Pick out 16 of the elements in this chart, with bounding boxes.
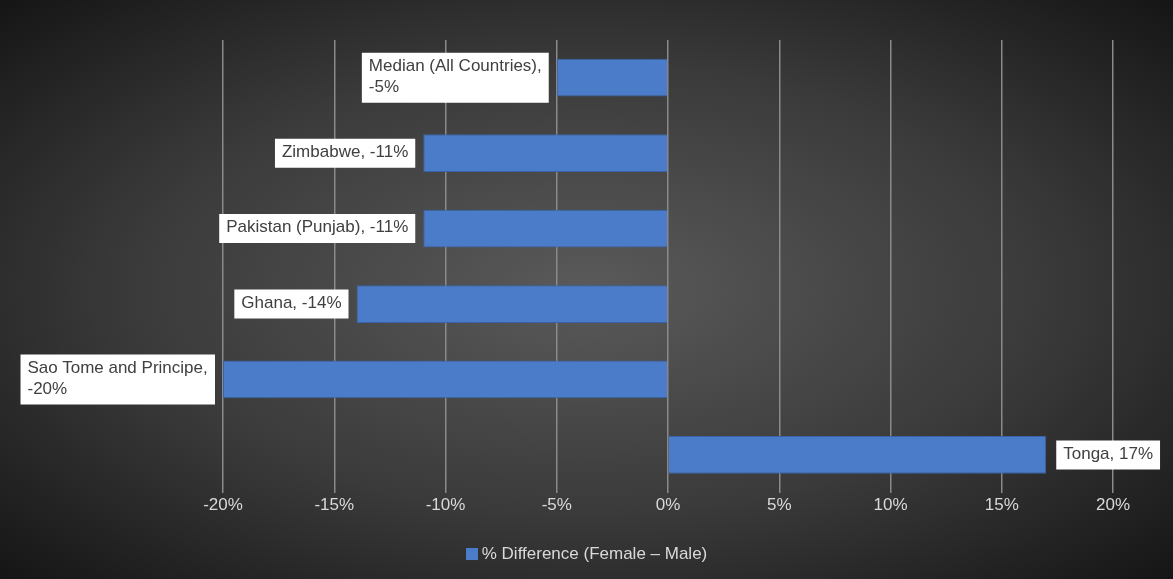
x-tick-label: -20% [203, 495, 243, 515]
x-tick-label: -10% [425, 495, 466, 515]
x-tick-label: 10% [873, 495, 908, 515]
x-tick-label: -5% [541, 495, 572, 515]
x-tick-label: 20% [1095, 495, 1131, 515]
x-tick-label: 5% [766, 495, 792, 515]
x-tick-label: -15% [314, 495, 355, 515]
data-label: Median (All Countries), -5% [368, 55, 542, 96]
legend-label: % Difference (Female – Male) [481, 544, 708, 564]
x-tick-label: 15% [984, 495, 1019, 515]
data-label: Sao Tome and Principe, -20% [27, 357, 208, 398]
x-tick-label: 0% [655, 495, 681, 515]
data-label: Pakistan (Punjab), -11% [226, 217, 409, 237]
data-label: Ghana, -14% [241, 292, 342, 312]
data-label: Zimbabwe, -11% [281, 141, 409, 161]
data-label: Tonga, 17% [1063, 443, 1154, 463]
